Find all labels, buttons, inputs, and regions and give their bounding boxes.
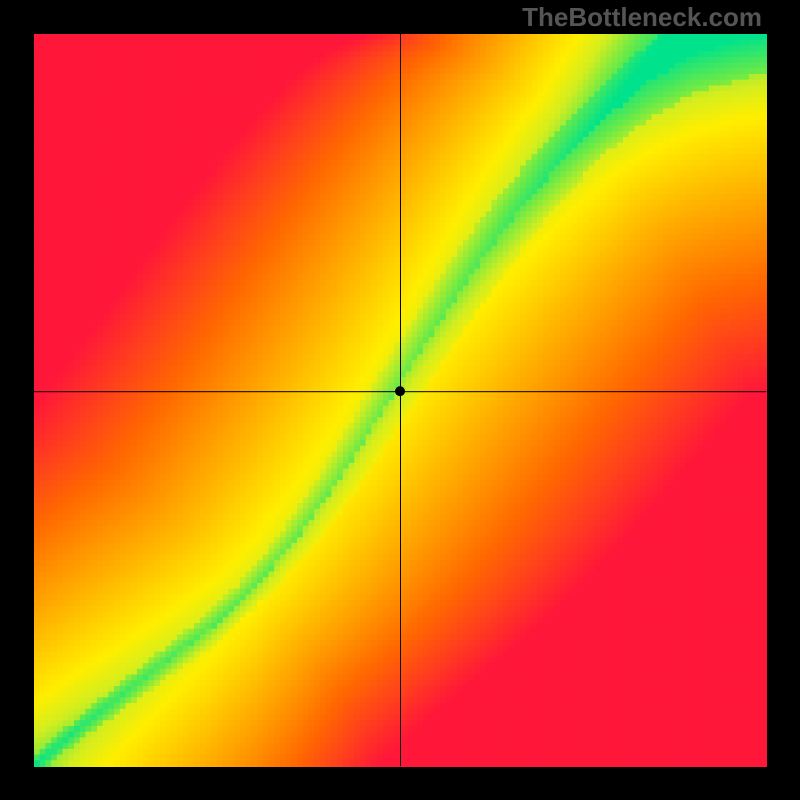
- bottleneck-heatmap: [0, 0, 800, 800]
- chart-container: TheBottleneck.com: [0, 0, 800, 800]
- watermark-text: TheBottleneck.com: [522, 2, 762, 33]
